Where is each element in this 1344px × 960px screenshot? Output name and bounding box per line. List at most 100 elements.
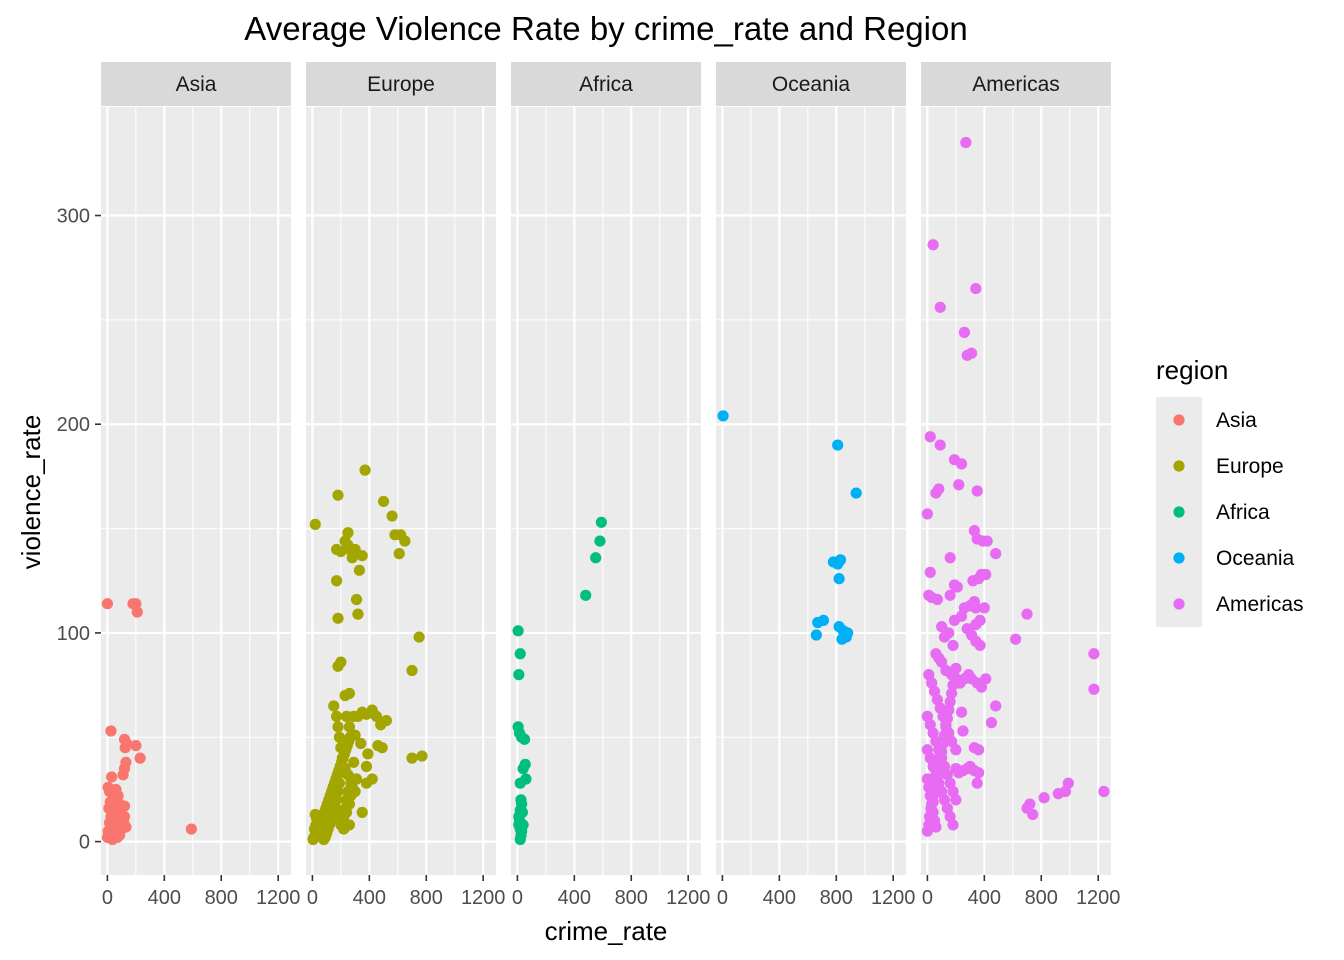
data-point — [834, 554, 847, 566]
data-point — [130, 598, 142, 610]
data-point — [934, 439, 946, 451]
x-tick-label: 400 — [353, 887, 386, 909]
data-point — [376, 742, 388, 754]
data-point — [359, 464, 371, 476]
x-tick-label: 0 — [307, 887, 318, 909]
data-point — [936, 735, 948, 748]
data-point — [923, 810, 936, 823]
data-point — [344, 731, 356, 743]
data-point — [360, 777, 373, 789]
data-point — [1010, 633, 1022, 645]
legend-label: Americas — [1216, 593, 1304, 616]
data-point — [950, 744, 962, 756]
data-point — [332, 721, 344, 733]
data-point — [973, 744, 985, 756]
legend-item-asia: Asia — [1156, 397, 1257, 443]
data-point — [516, 806, 528, 818]
data-point — [343, 721, 356, 733]
facet-strip-label: Oceania — [772, 73, 851, 96]
data-point — [948, 671, 961, 683]
data-point — [975, 681, 988, 693]
data-point — [971, 485, 983, 497]
panel-background — [511, 107, 701, 875]
x-tick-label: 1200 — [256, 887, 301, 909]
data-point — [810, 629, 822, 641]
facet-strip — [306, 62, 496, 106]
data-point — [921, 508, 934, 520]
legend-item-africa: Africa — [1156, 489, 1270, 535]
chart-title: Average Violence Rate by crime_rate and … — [244, 10, 967, 47]
data-point — [514, 777, 526, 789]
data-point — [958, 326, 971, 338]
data-point — [1062, 777, 1074, 789]
data-point — [927, 239, 939, 251]
facet-strip-label: Asia — [176, 73, 217, 96]
data-point — [343, 687, 356, 700]
data-point — [580, 589, 592, 601]
facet-strip — [716, 62, 906, 106]
data-point — [947, 639, 959, 652]
data-point — [926, 794, 938, 806]
data-point — [399, 535, 411, 547]
data-point — [1027, 808, 1039, 821]
data-point — [1038, 792, 1050, 804]
x-tick-label: 800 — [205, 887, 238, 909]
data-point — [943, 627, 955, 639]
data-point — [935, 744, 947, 756]
data-point — [350, 593, 363, 606]
data-point — [980, 673, 992, 685]
data-point — [973, 767, 985, 779]
data-point — [106, 771, 118, 783]
data-point — [112, 790, 124, 802]
y-axis: 0 100 200 300 — [57, 206, 101, 854]
legend-label: Africa — [1216, 501, 1270, 524]
x-tick-label: 400 — [968, 887, 1001, 909]
facet-strip-label: Americas — [972, 73, 1060, 96]
facet-panel-africa: Africa 0 400 800 1200 — [511, 62, 710, 909]
y-axis-title: violence_rate — [16, 415, 46, 570]
data-point — [356, 806, 368, 818]
data-point — [924, 566, 936, 578]
facet-strip — [101, 62, 291, 106]
facet-panel-oceania: Oceania 0 400 800 1200 — [716, 62, 915, 909]
data-point — [990, 700, 1002, 712]
data-point — [519, 758, 531, 770]
data-point — [947, 679, 959, 691]
y-tick-label: 0 — [79, 832, 90, 854]
legend-item-europe: Europe — [1156, 443, 1284, 489]
legend-label: Oceania — [1216, 547, 1295, 570]
data-point — [513, 669, 525, 681]
facet-panel-asia: Asia 0 400 800 1200 — [101, 62, 300, 909]
data-point — [353, 564, 365, 576]
data-point — [932, 760, 944, 773]
data-point — [928, 785, 940, 798]
x-tick-label: 400 — [558, 887, 591, 909]
data-point — [370, 710, 383, 722]
data-point — [931, 769, 943, 781]
data-point — [134, 752, 146, 764]
legend: region Asia Europe Africa Oceania Americas — [1156, 355, 1304, 627]
x-tick-label: 1200 — [666, 887, 711, 909]
x-tick-label: 0 — [512, 887, 523, 909]
data-point — [101, 831, 114, 844]
x-tick-label: 0 — [102, 887, 113, 909]
data-point — [944, 696, 956, 708]
data-point — [332, 489, 344, 501]
legend-swatch — [1173, 598, 1185, 610]
data-point — [974, 639, 986, 652]
panel-background — [716, 107, 906, 875]
data-point — [348, 756, 360, 768]
y-tick-label: 300 — [57, 206, 90, 228]
data-point — [925, 802, 937, 814]
data-point — [406, 664, 418, 677]
x-tick-label: 400 — [148, 887, 181, 909]
data-point — [413, 631, 425, 643]
data-point — [514, 648, 526, 660]
facet-strip-label: Europe — [367, 73, 435, 96]
data-point — [970, 602, 982, 614]
facet-panels: Asia 0 400 800 1200 Europe 0 400 800 1200 Africa 0 4… — [101, 62, 1120, 909]
legend-item-oceania: Oceania — [1156, 535, 1295, 581]
facet-panel-europe: Europe 0 400 800 1200 — [306, 62, 505, 909]
data-point — [393, 548, 405, 560]
